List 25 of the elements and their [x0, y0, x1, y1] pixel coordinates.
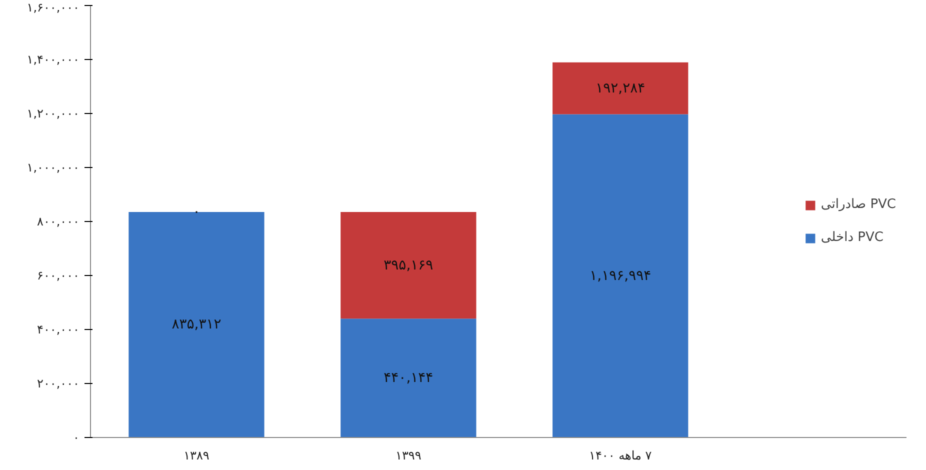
data-label: ۱۹۲,۲۸۴: [596, 80, 646, 96]
bar: [340, 318, 476, 438]
bar: [128, 212, 264, 438]
legend-label: PVC داخلی: [820, 230, 884, 245]
y-tick-label: ۰: [73, 430, 80, 444]
data-label: ۱,۱۹۶,۹۹۴: [590, 268, 652, 284]
bar: [552, 114, 688, 438]
x-tick-label: ۱۳۹۹: [396, 448, 422, 462]
y-tick-label: ۱,۲۰۰,۰۰۰: [26, 106, 80, 120]
bar: [552, 62, 688, 114]
bar: [340, 212, 476, 319]
data-label: ۴۴۰,۱۴۴: [384, 370, 434, 386]
data-label: ۰: [192, 204, 200, 220]
data-label: ۳۹۵,۱۶۹: [384, 257, 434, 274]
data-label: ۸۳۵,۳۱۲: [172, 316, 222, 333]
y-tick-label: ۸۰۰,۰۰۰: [37, 214, 80, 228]
y-tick-label: ۶۰۰,۰۰۰: [37, 268, 80, 282]
y-tick-label: ۱,۴۰۰,۰۰۰: [26, 52, 80, 66]
x-tick-label: ۷ ماهه ۱۴۰۰: [589, 448, 652, 462]
x-tick-label: ۱۳۸۹: [184, 448, 210, 462]
legend-label: PVC صادراتی: [820, 197, 896, 212]
y-tick-label: ۱,۶۰۰,۰۰۰: [26, 0, 80, 14]
y-tick-label: ۴۰۰,۰۰۰: [37, 322, 80, 336]
y-tick-label: ۱,۰۰۰,۰۰۰: [26, 160, 80, 174]
y-tick-label: ۲۰۰,۰۰۰: [37, 376, 80, 390]
